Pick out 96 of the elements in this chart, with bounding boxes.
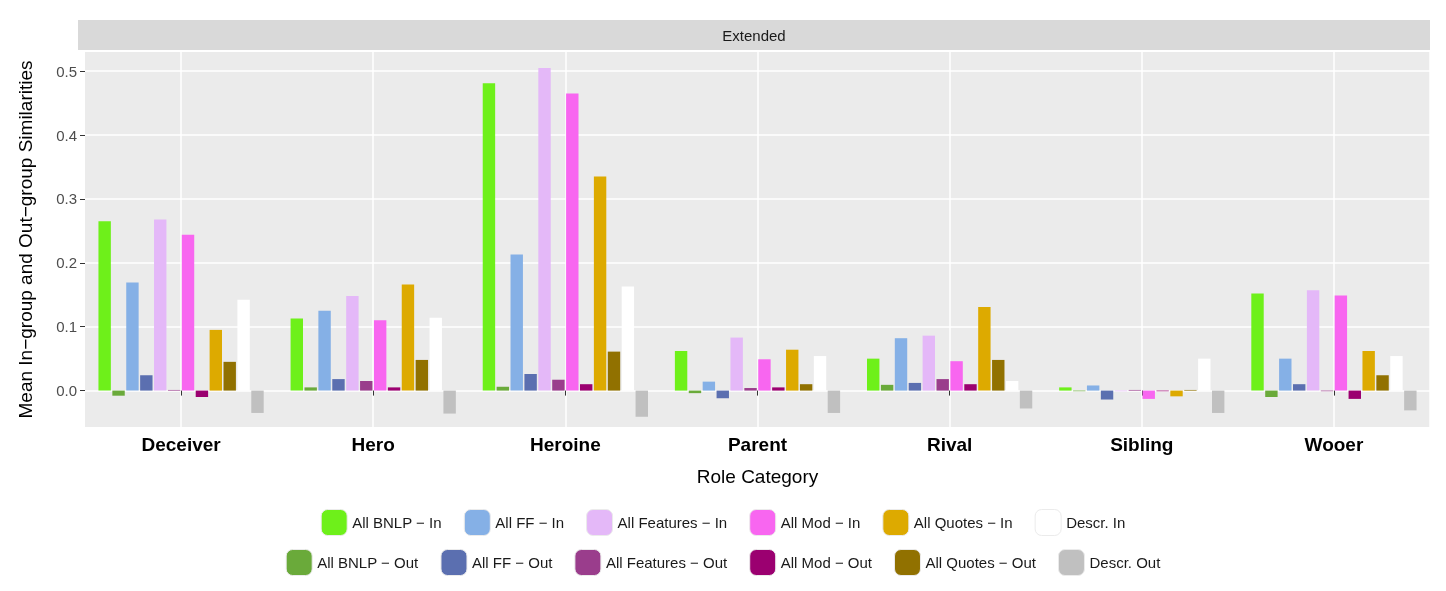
bar [524, 373, 537, 391]
bar [580, 384, 593, 391]
bar [799, 384, 813, 391]
bar [318, 310, 331, 391]
x-tick-label: Deceiver [141, 434, 222, 455]
bar [1086, 385, 1100, 391]
x-axis-title: Role Category [696, 466, 819, 487]
y-tick-label: 0.1 [56, 318, 77, 336]
bar [730, 337, 743, 391]
bar [332, 379, 345, 391]
x-tick-label: Wooer [1304, 434, 1364, 455]
y-tick-label: 0.3 [56, 190, 77, 208]
bar [978, 306, 991, 391]
bar [950, 361, 963, 391]
bar [744, 388, 757, 391]
bar [992, 359, 1005, 391]
bar [593, 176, 607, 391]
bar [195, 390, 209, 397]
legend-label: All FF − In [495, 514, 565, 531]
bar [140, 375, 153, 391]
bar [1362, 350, 1375, 391]
bar [607, 351, 621, 391]
bar [908, 382, 922, 391]
bar [566, 93, 579, 391]
bar [1100, 390, 1114, 400]
bar [126, 282, 139, 391]
bar [401, 284, 415, 391]
bar [1142, 390, 1155, 399]
y-tick-label: 0.0 [56, 382, 77, 400]
bar [443, 390, 456, 414]
bar [181, 234, 195, 391]
bar [1212, 390, 1225, 413]
legend-label: All Mod − Out [780, 554, 873, 571]
bar [1170, 390, 1183, 397]
bar [209, 329, 223, 391]
bar [112, 390, 125, 396]
x-tick-label: Rival [926, 434, 973, 455]
bar [1059, 387, 1072, 391]
bar [922, 335, 935, 391]
chart-title: Extended [722, 26, 786, 44]
y-tick-label: 0.2 [56, 254, 77, 272]
legend-label: All Features − In [617, 514, 728, 531]
bar [786, 349, 799, 391]
bar [635, 390, 648, 417]
x-tick-label: Heroine [529, 434, 601, 455]
legend-label: Descr. Out [1089, 554, 1162, 571]
bar [552, 379, 565, 391]
bar [772, 387, 785, 391]
bar [964, 384, 977, 391]
x-tick-label: Hero [351, 434, 395, 455]
bar [1376, 375, 1389, 391]
bar [1292, 384, 1306, 391]
bar [867, 358, 880, 391]
legend-label: Descr. In [1066, 514, 1126, 531]
bar [894, 338, 908, 391]
bar [304, 387, 317, 391]
bar [702, 381, 716, 391]
y-tick-label: 0.4 [56, 126, 77, 144]
y-tick-label: 0.5 [56, 62, 77, 80]
bar [482, 83, 496, 391]
legend-label: All Quotes − Out [925, 554, 1037, 571]
legend-label: All BNLP − In [352, 514, 442, 531]
x-tick-label: Sibling [1110, 434, 1174, 455]
bar [1279, 358, 1292, 391]
bar [1306, 290, 1320, 391]
bar [154, 219, 167, 391]
bar [290, 318, 303, 391]
bar [223, 361, 236, 391]
bar [510, 254, 523, 391]
bar [936, 379, 949, 391]
bar [1404, 390, 1417, 411]
y-axis-title: Mean In−group and Out−group Similarities [15, 60, 36, 419]
bar [415, 359, 429, 391]
legend-label: All FF − Out [471, 554, 554, 571]
bar [1334, 295, 1348, 391]
bar [98, 221, 111, 391]
bar [1265, 390, 1278, 397]
bar [1251, 293, 1264, 391]
legend-label: All BNLP − Out [317, 554, 420, 571]
bar [346, 296, 359, 391]
bar [758, 359, 771, 391]
legend-label: All Features − Out [605, 554, 729, 571]
bar [1348, 390, 1361, 399]
bar [1019, 390, 1033, 409]
bar [674, 350, 688, 391]
bar [360, 381, 373, 391]
legend-label: All Quotes − In [913, 514, 1013, 531]
bar [880, 384, 894, 391]
bar [373, 320, 387, 391]
bar [387, 387, 401, 391]
bar [251, 390, 264, 413]
bar [827, 390, 841, 413]
bar [496, 386, 510, 391]
legend-label: All Mod − In [780, 514, 861, 531]
x-tick-label: Parent [727, 434, 788, 455]
bar [538, 67, 551, 391]
